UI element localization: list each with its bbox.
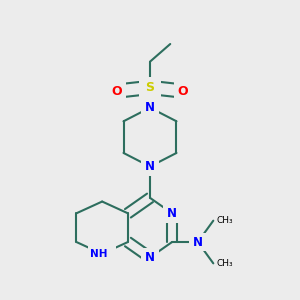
FancyBboxPatch shape — [174, 82, 192, 100]
Text: CH₃: CH₃ — [216, 259, 233, 268]
Text: N: N — [193, 236, 203, 248]
Text: N: N — [145, 160, 155, 173]
FancyBboxPatch shape — [141, 158, 159, 176]
Text: S: S — [146, 81, 154, 94]
Text: O: O — [178, 85, 188, 98]
FancyBboxPatch shape — [139, 77, 161, 98]
FancyBboxPatch shape — [163, 204, 181, 223]
Text: N: N — [167, 207, 177, 220]
FancyBboxPatch shape — [108, 82, 126, 100]
Text: NH: NH — [90, 249, 107, 259]
Text: O: O — [112, 85, 122, 98]
FancyBboxPatch shape — [141, 98, 159, 117]
FancyBboxPatch shape — [88, 244, 116, 263]
FancyBboxPatch shape — [189, 233, 207, 251]
Text: N: N — [145, 251, 155, 264]
FancyBboxPatch shape — [141, 248, 159, 267]
Text: N: N — [145, 101, 155, 114]
Text: CH₃: CH₃ — [216, 216, 233, 225]
